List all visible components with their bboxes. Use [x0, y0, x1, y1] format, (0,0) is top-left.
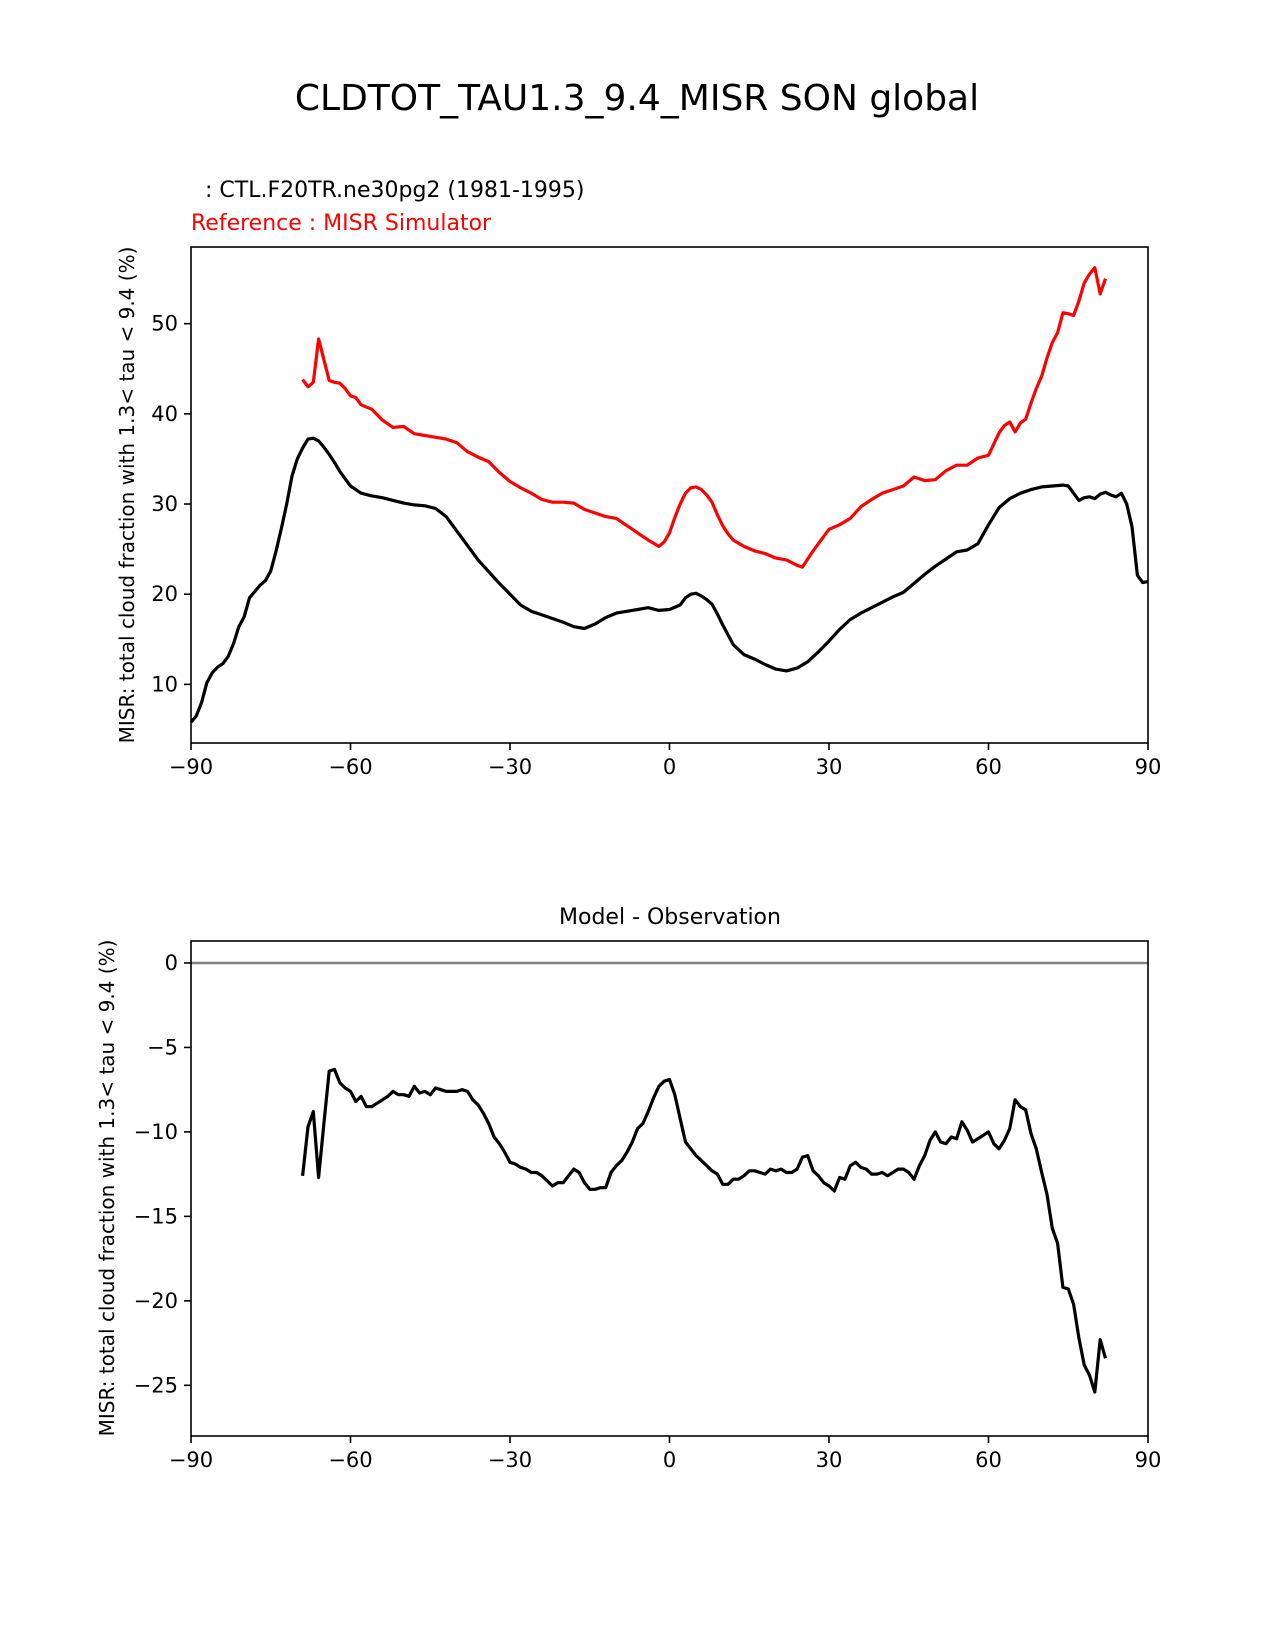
bottom-y-tick-label: −20	[134, 1289, 178, 1313]
reference-label: Reference : MISR Simulator	[191, 211, 492, 236]
bottom-y-axis-label: MISR: total cloud fraction with 1.3< tau…	[95, 940, 119, 1437]
top-series-line-test	[189, 436, 1149, 724]
bottom-axes-frame	[190, 940, 1149, 1437]
bottom-plot-area: −90 −60 −30 0 30 60 90 0 −5 −10 −15 −20 −25	[134, 940, 1162, 1472]
figure-title: CLDTOT_TAU1.3_9.4_MISR SON global	[295, 78, 979, 119]
top-x-tick-label: −60	[328, 755, 372, 779]
bottom-x-tick-label: 0	[663, 1448, 676, 1472]
top-y-tick-label: 40	[151, 402, 178, 426]
bottom-x-tick-label: −90	[169, 1448, 213, 1472]
top-y-tick-label: 10	[151, 672, 178, 696]
bottom-y-tick-label: −25	[134, 1373, 178, 1397]
bottom-chart-title: Model - Observation	[559, 905, 781, 930]
bottom-x-tick-label: 60	[975, 1448, 1002, 1472]
test-case-label: : CTL.F20TR.ne30pg2 (1981-1995)	[191, 178, 585, 203]
bottom-x-tick-label: 90	[1135, 1448, 1162, 1472]
bottom-y-tick-label: −10	[134, 1120, 178, 1144]
top-series-line-reference	[301, 266, 1108, 569]
top-axes-frame	[190, 246, 1149, 744]
top-plot-area: −90 −60 −30 0 30 60 90 10 20 30 40 50	[151, 246, 1162, 779]
bottom-x-tick-label: −60	[328, 1448, 372, 1472]
top-chart-panel: : CTL.F20TR.ne30pg2 (1981-1995) Referenc…	[115, 178, 1161, 779]
bottom-y-tick-label: −15	[134, 1204, 178, 1228]
top-y-tick-label: 20	[151, 582, 178, 606]
top-x-tick-label: 60	[975, 755, 1002, 779]
top-y-tick-label: 30	[151, 492, 178, 516]
bottom-y-tick-label: 0	[165, 951, 178, 975]
bottom-series-line-test	[301, 1067, 1108, 1394]
top-x-tick-label: 0	[663, 755, 676, 779]
top-x-tick-label: 90	[1135, 755, 1162, 779]
top-x-tick-label: −90	[169, 755, 213, 779]
bottom-y-tick-label: −5	[147, 1035, 178, 1059]
top-x-tick-label: −30	[488, 755, 532, 779]
bottom-x-tick-label: 30	[816, 1448, 843, 1472]
bottom-x-tick-label: −30	[488, 1448, 532, 1472]
bottom-chart-panel: Model - Observation MISR: total cloud fr…	[95, 905, 1161, 1472]
top-x-tick-label: 30	[816, 755, 843, 779]
top-y-tick-label: 50	[151, 312, 178, 336]
top-y-axis-label: MISR: total cloud fraction with 1.3< tau…	[115, 247, 139, 744]
